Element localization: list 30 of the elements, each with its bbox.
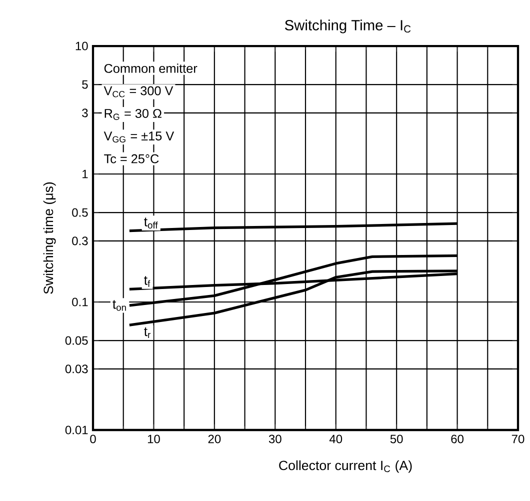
y-tick-label: 0.5 [72, 208, 88, 217]
x-tick-label: 0 [90, 434, 96, 444]
chart-title: Switching Time – I$_{C}$ [285, 20, 411, 34]
x-tick-label: 10 [148, 434, 160, 444]
annotation: R$_{G}$ = 30 Ω [104, 108, 162, 120]
y-tick-label: 3 [82, 108, 88, 118]
y-tick-label: 1 [82, 170, 88, 178]
annotation: Tc = 25°C [104, 154, 159, 164]
x-axis-title: Collector current I$_{C}$ (A) [279, 460, 412, 473]
series-label: t$_{r}$ [144, 327, 150, 338]
x-tick-label: 40 [329, 434, 342, 444]
annotation: V$_{CC}$ = 300 V [104, 86, 174, 98]
series-label: t$_{f}$ [144, 276, 150, 287]
y-axis-title: Switching time (μs) [43, 182, 56, 294]
y-tick-label: 10 [76, 42, 88, 50]
y-tick-label: 0.05 [65, 336, 88, 345]
series-label: t$_{off}$ [144, 218, 158, 229]
y-tick-label: 5 [82, 80, 88, 89]
x-tick-label: 30 [268, 434, 282, 444]
y-tick-label: 0.01 [65, 426, 88, 434]
y-tick-label: 0.1 [72, 298, 88, 306]
annotation: Common emitter [104, 64, 198, 73]
x-tick-label: 70 [512, 434, 524, 444]
x-tick-label: 60 [451, 434, 464, 444]
x-tick-label: 50 [390, 434, 403, 444]
y-tick-label: 0.3 [72, 236, 88, 246]
x-tick-label: 20 [208, 434, 221, 444]
series-label: t$_{on}$ [112, 300, 126, 311]
y-tick-label: 0.03 [65, 364, 88, 374]
annotation: V$_{GG}$ = ±15 V [104, 132, 174, 142]
